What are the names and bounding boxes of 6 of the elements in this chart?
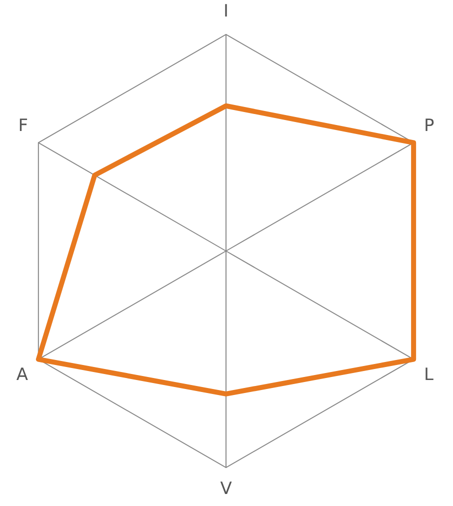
spoke-label: A xyxy=(16,364,28,385)
spoke-label: L xyxy=(424,364,434,385)
spoke-label: F xyxy=(18,116,28,136)
spoke-label: V xyxy=(220,479,232,500)
spoke-label: I xyxy=(223,2,229,22)
spoke-label: P xyxy=(424,116,434,136)
